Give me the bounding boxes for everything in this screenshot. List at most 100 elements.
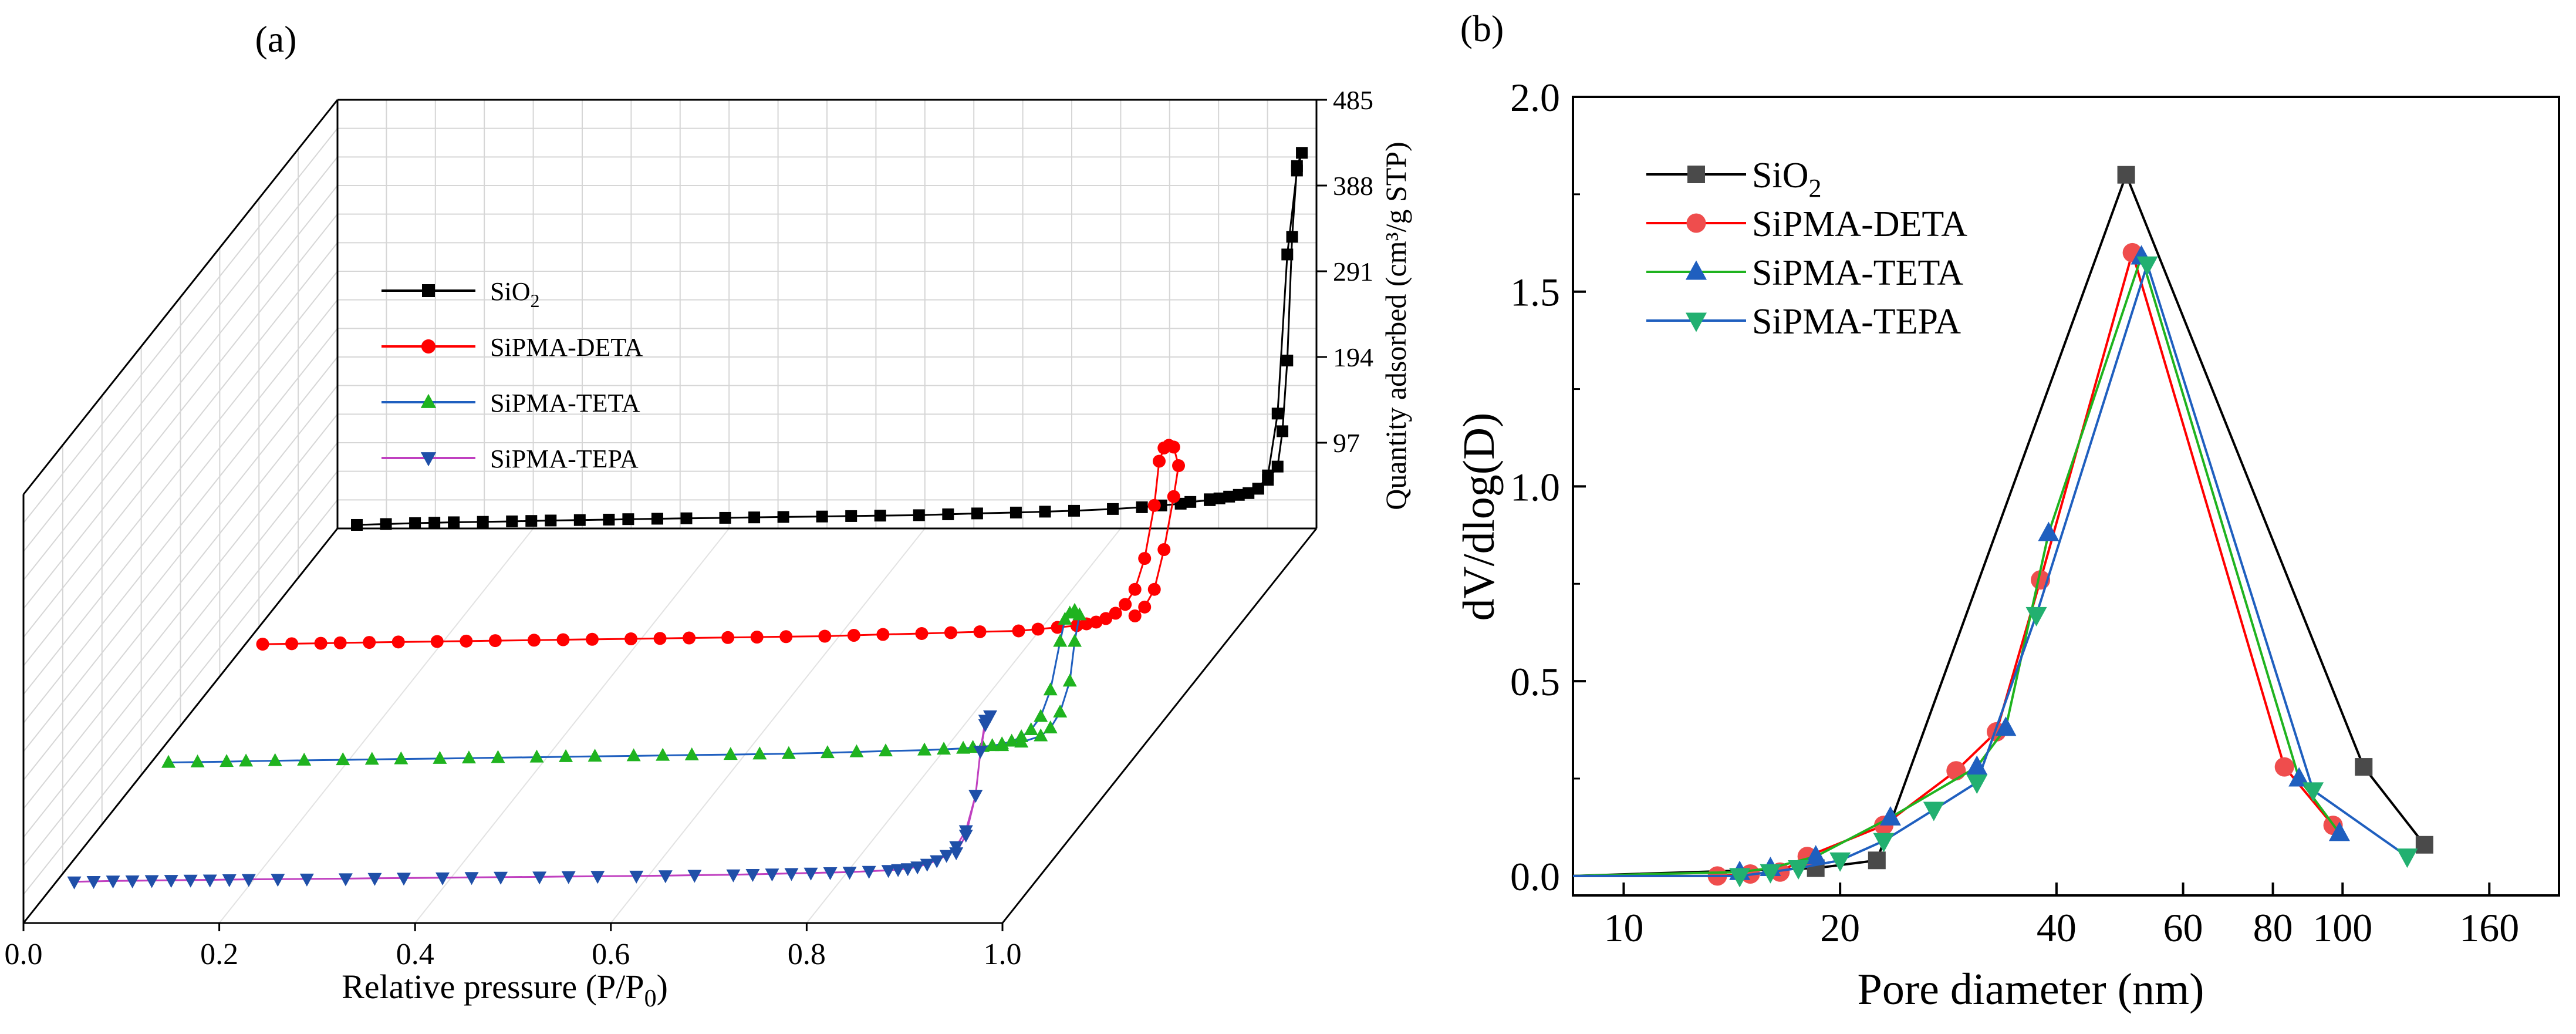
data-point bbox=[937, 742, 951, 755]
y-tick-label: 194 bbox=[1333, 342, 1373, 372]
x-tick-label: 20 bbox=[1820, 905, 1860, 950]
data-point bbox=[995, 738, 1010, 752]
data-point bbox=[1966, 774, 1988, 794]
series-SiPMA-TEPA bbox=[67, 710, 998, 890]
data-point bbox=[314, 636, 328, 650]
left-wall-grid-line bbox=[23, 328, 338, 723]
data-point bbox=[1296, 147, 1308, 159]
data-point bbox=[477, 516, 489, 528]
data-point bbox=[874, 510, 886, 522]
data-point bbox=[183, 874, 198, 888]
data-point bbox=[2328, 821, 2350, 841]
data-point bbox=[285, 637, 299, 651]
data-point bbox=[917, 742, 932, 756]
series-SiO2 bbox=[351, 147, 1308, 531]
legend-item: SiPMA-TETA bbox=[381, 389, 640, 417]
data-point bbox=[336, 752, 350, 766]
data-point bbox=[488, 634, 502, 648]
data-point bbox=[745, 868, 760, 882]
data-point bbox=[590, 871, 605, 884]
data-point bbox=[1004, 733, 1019, 747]
data-point bbox=[719, 511, 731, 524]
data-point bbox=[913, 509, 925, 521]
data-point bbox=[968, 790, 983, 803]
data-point bbox=[1873, 833, 1895, 853]
y-tick-label: 1.0 bbox=[1510, 464, 1560, 509]
legend-item: SiPMA-TEPA bbox=[1646, 302, 1961, 342]
data-point bbox=[723, 747, 738, 760]
data-point bbox=[394, 751, 408, 764]
data-point bbox=[784, 868, 799, 881]
data-point bbox=[779, 630, 793, 644]
data-point bbox=[1281, 248, 1294, 261]
data-point bbox=[920, 858, 934, 872]
data-point bbox=[862, 865, 876, 879]
data-point bbox=[1128, 582, 1142, 596]
data-point bbox=[364, 752, 379, 765]
data-point bbox=[460, 634, 473, 648]
data-point bbox=[765, 868, 779, 882]
data-point bbox=[2274, 757, 2294, 777]
data-point bbox=[1147, 582, 1161, 596]
data-point bbox=[297, 752, 312, 766]
data-point bbox=[842, 867, 857, 880]
y-tick-label: 291 bbox=[1333, 257, 1373, 287]
data-point bbox=[1271, 460, 1284, 473]
data-point bbox=[1923, 801, 1944, 821]
data-point bbox=[256, 638, 269, 651]
data-point bbox=[930, 855, 944, 868]
legend-item: SiPMA-TEPA bbox=[381, 444, 639, 473]
data-point bbox=[268, 753, 282, 766]
panel-a-3d-isotherms: (a) 97 194 291 388 485 0.0 0.2 0.4 0.6 0.8 1.0 Rel… bbox=[5, 18, 1413, 1012]
data-point bbox=[683, 631, 696, 645]
data-point bbox=[1128, 609, 1142, 622]
data-point bbox=[1068, 634, 1082, 647]
left-wall-grid-line bbox=[23, 271, 338, 666]
panel-a-series bbox=[67, 147, 1308, 890]
panel-a-ticks: 97 194 291 388 485 0.0 0.2 0.4 0.6 0.8 1.0 bbox=[5, 85, 1374, 971]
left-wall-grid-line bbox=[23, 385, 338, 781]
data-point bbox=[1138, 600, 1152, 614]
left-wall-grid-line bbox=[23, 156, 338, 552]
data-point bbox=[1157, 543, 1171, 557]
data-point bbox=[2117, 166, 2135, 184]
data-point bbox=[881, 865, 896, 878]
series-line bbox=[262, 444, 1180, 645]
floor-grid-line bbox=[414, 528, 730, 924]
data-point bbox=[1277, 425, 1289, 437]
data-point bbox=[781, 746, 796, 759]
data-point bbox=[585, 632, 599, 646]
legend-label: SiPMA-TEPA bbox=[1752, 302, 1961, 342]
legend-label: SiO2 bbox=[490, 277, 539, 311]
data-point bbox=[752, 746, 767, 760]
floor-grid-line bbox=[806, 528, 1122, 924]
data-point bbox=[428, 517, 441, 529]
data-point bbox=[973, 746, 988, 759]
left-wall-grid-line bbox=[23, 499, 338, 895]
data-point bbox=[2396, 848, 2418, 868]
data-point bbox=[820, 745, 835, 759]
plot-frame bbox=[1572, 96, 2560, 897]
data-point bbox=[1262, 469, 1274, 481]
data-point bbox=[624, 632, 638, 646]
data-point bbox=[1119, 598, 1132, 611]
data-point bbox=[1043, 682, 1058, 696]
left-wall-grid-line bbox=[23, 299, 338, 695]
left-wall-grid-line bbox=[23, 471, 338, 867]
data-point bbox=[1053, 634, 1068, 647]
data-point bbox=[1291, 164, 1303, 177]
data-point bbox=[1729, 868, 1751, 888]
data-point bbox=[271, 874, 285, 887]
data-point bbox=[958, 830, 973, 843]
data-point bbox=[726, 869, 741, 883]
data-point bbox=[1138, 552, 1152, 565]
data-point bbox=[910, 861, 925, 875]
data-point bbox=[202, 874, 217, 888]
legend-label: SiPMA-DETA bbox=[1752, 204, 1967, 244]
legend-label: SiPMA-TETA bbox=[490, 389, 640, 417]
data-point bbox=[1024, 722, 1038, 735]
data-point bbox=[1053, 704, 1068, 718]
data-point bbox=[1286, 231, 1298, 243]
data-point bbox=[777, 511, 789, 523]
